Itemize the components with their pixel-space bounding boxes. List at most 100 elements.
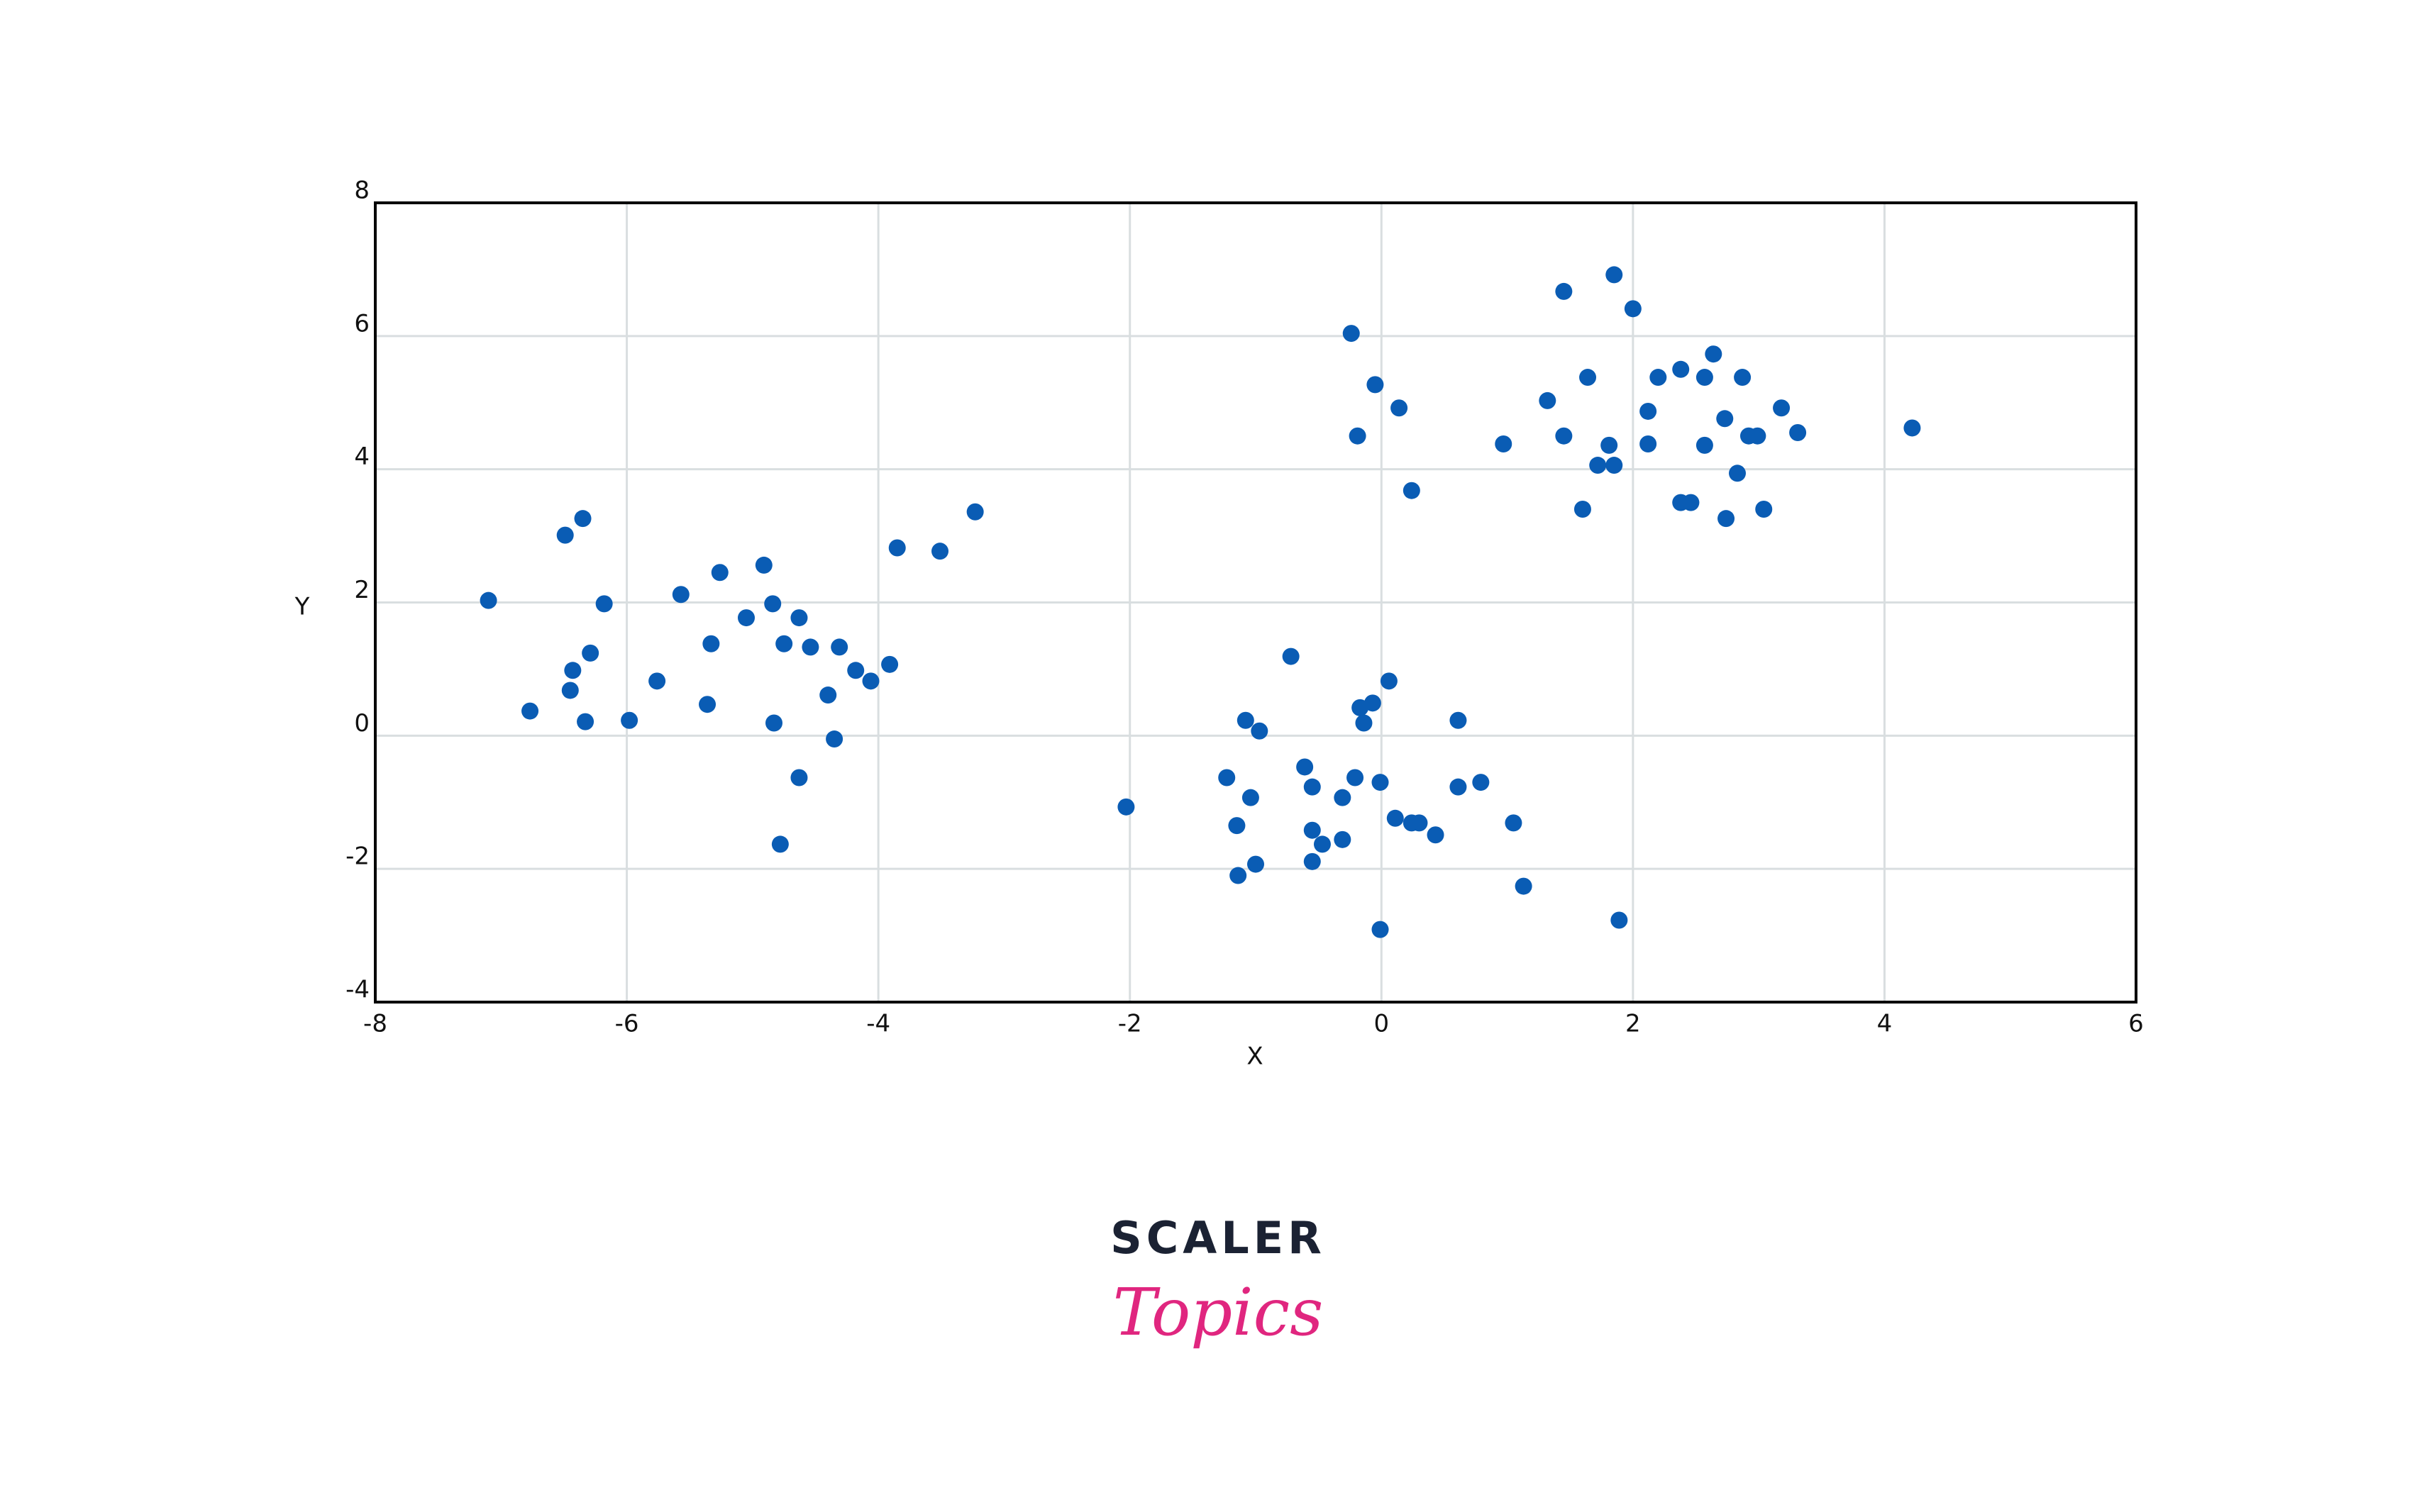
point	[648, 672, 666, 690]
x-tick-label: 6	[2128, 1010, 2144, 1038]
point	[1579, 369, 1597, 387]
point	[1371, 921, 1389, 938]
point	[1403, 482, 1420, 499]
y-tick-label: 6	[354, 309, 370, 338]
point	[1610, 911, 1628, 929]
point	[1313, 835, 1331, 853]
point	[1555, 282, 1573, 300]
point	[1716, 410, 1734, 428]
point	[1427, 826, 1444, 844]
point	[771, 835, 789, 853]
point	[564, 662, 582, 679]
point	[1355, 714, 1373, 732]
point	[1773, 399, 1791, 417]
y-tick-label: 0	[354, 709, 370, 738]
point	[1649, 369, 1667, 387]
x-tick-label: -2	[1118, 1010, 1142, 1038]
logo-line2: Topics	[1113, 1274, 1324, 1350]
point	[1449, 711, 1467, 729]
point	[521, 702, 539, 720]
point	[1639, 435, 1657, 452]
point	[1241, 789, 1259, 806]
point	[888, 539, 906, 557]
point	[1449, 778, 1467, 796]
point	[1342, 325, 1360, 343]
point	[561, 682, 579, 699]
point	[765, 714, 782, 732]
point	[1734, 369, 1752, 387]
point	[1371, 774, 1389, 791]
y-tick-label: -4	[345, 976, 370, 1004]
point	[480, 591, 497, 609]
x-tick-label: -6	[615, 1010, 639, 1038]
point	[1349, 427, 1366, 445]
logo-line1: SCALER	[1110, 1212, 1326, 1264]
point	[1282, 647, 1300, 665]
point	[1334, 830, 1351, 848]
point	[1729, 465, 1747, 482]
point	[819, 686, 837, 704]
point	[1624, 300, 1642, 318]
point	[1346, 769, 1364, 786]
point	[1303, 778, 1321, 796]
point	[737, 609, 755, 627]
point	[1495, 435, 1512, 452]
point	[1363, 694, 1381, 712]
point	[1589, 457, 1607, 474]
point	[1755, 501, 1773, 518]
point	[1717, 510, 1735, 528]
x-tick-label: 4	[1877, 1010, 1893, 1038]
point	[702, 635, 720, 652]
point	[1695, 436, 1713, 454]
point	[1605, 457, 1623, 474]
point	[862, 672, 880, 690]
y-axis-label: Y	[294, 593, 310, 621]
point	[1218, 769, 1236, 786]
point	[1366, 376, 1384, 394]
point	[1695, 369, 1713, 387]
point	[1296, 758, 1314, 776]
point	[1505, 814, 1522, 832]
point	[966, 503, 984, 521]
point	[1605, 266, 1623, 284]
point	[574, 510, 592, 528]
point	[582, 644, 599, 662]
point	[847, 662, 865, 679]
y-tick-label: -2	[345, 843, 370, 871]
y-tick-label: 4	[354, 443, 370, 471]
point	[1539, 391, 1556, 409]
point	[1303, 852, 1321, 870]
point	[1237, 711, 1254, 729]
point	[1334, 789, 1351, 806]
point	[1672, 360, 1690, 378]
point	[1749, 427, 1766, 445]
x-tick-label: -4	[866, 1010, 890, 1038]
point	[556, 526, 574, 544]
point	[1303, 821, 1321, 839]
point	[577, 713, 594, 730]
x-tick-label: 0	[1373, 1010, 1389, 1038]
x-tick-label: 2	[1625, 1010, 1641, 1038]
point	[755, 556, 773, 574]
point	[711, 564, 729, 582]
point	[1386, 809, 1404, 827]
y-tick-label: 8	[354, 177, 370, 205]
point	[1639, 402, 1657, 420]
point	[1573, 501, 1591, 518]
point	[1903, 419, 1921, 437]
point	[775, 635, 793, 652]
point	[831, 638, 848, 656]
point	[1410, 814, 1428, 832]
point	[1390, 399, 1408, 417]
point	[790, 609, 808, 627]
point	[1380, 672, 1398, 690]
point	[672, 586, 690, 604]
point	[1472, 774, 1490, 791]
plot-frame	[374, 201, 2137, 1004]
point	[826, 730, 843, 748]
point	[1600, 436, 1618, 454]
point	[595, 595, 613, 613]
point	[802, 638, 819, 656]
